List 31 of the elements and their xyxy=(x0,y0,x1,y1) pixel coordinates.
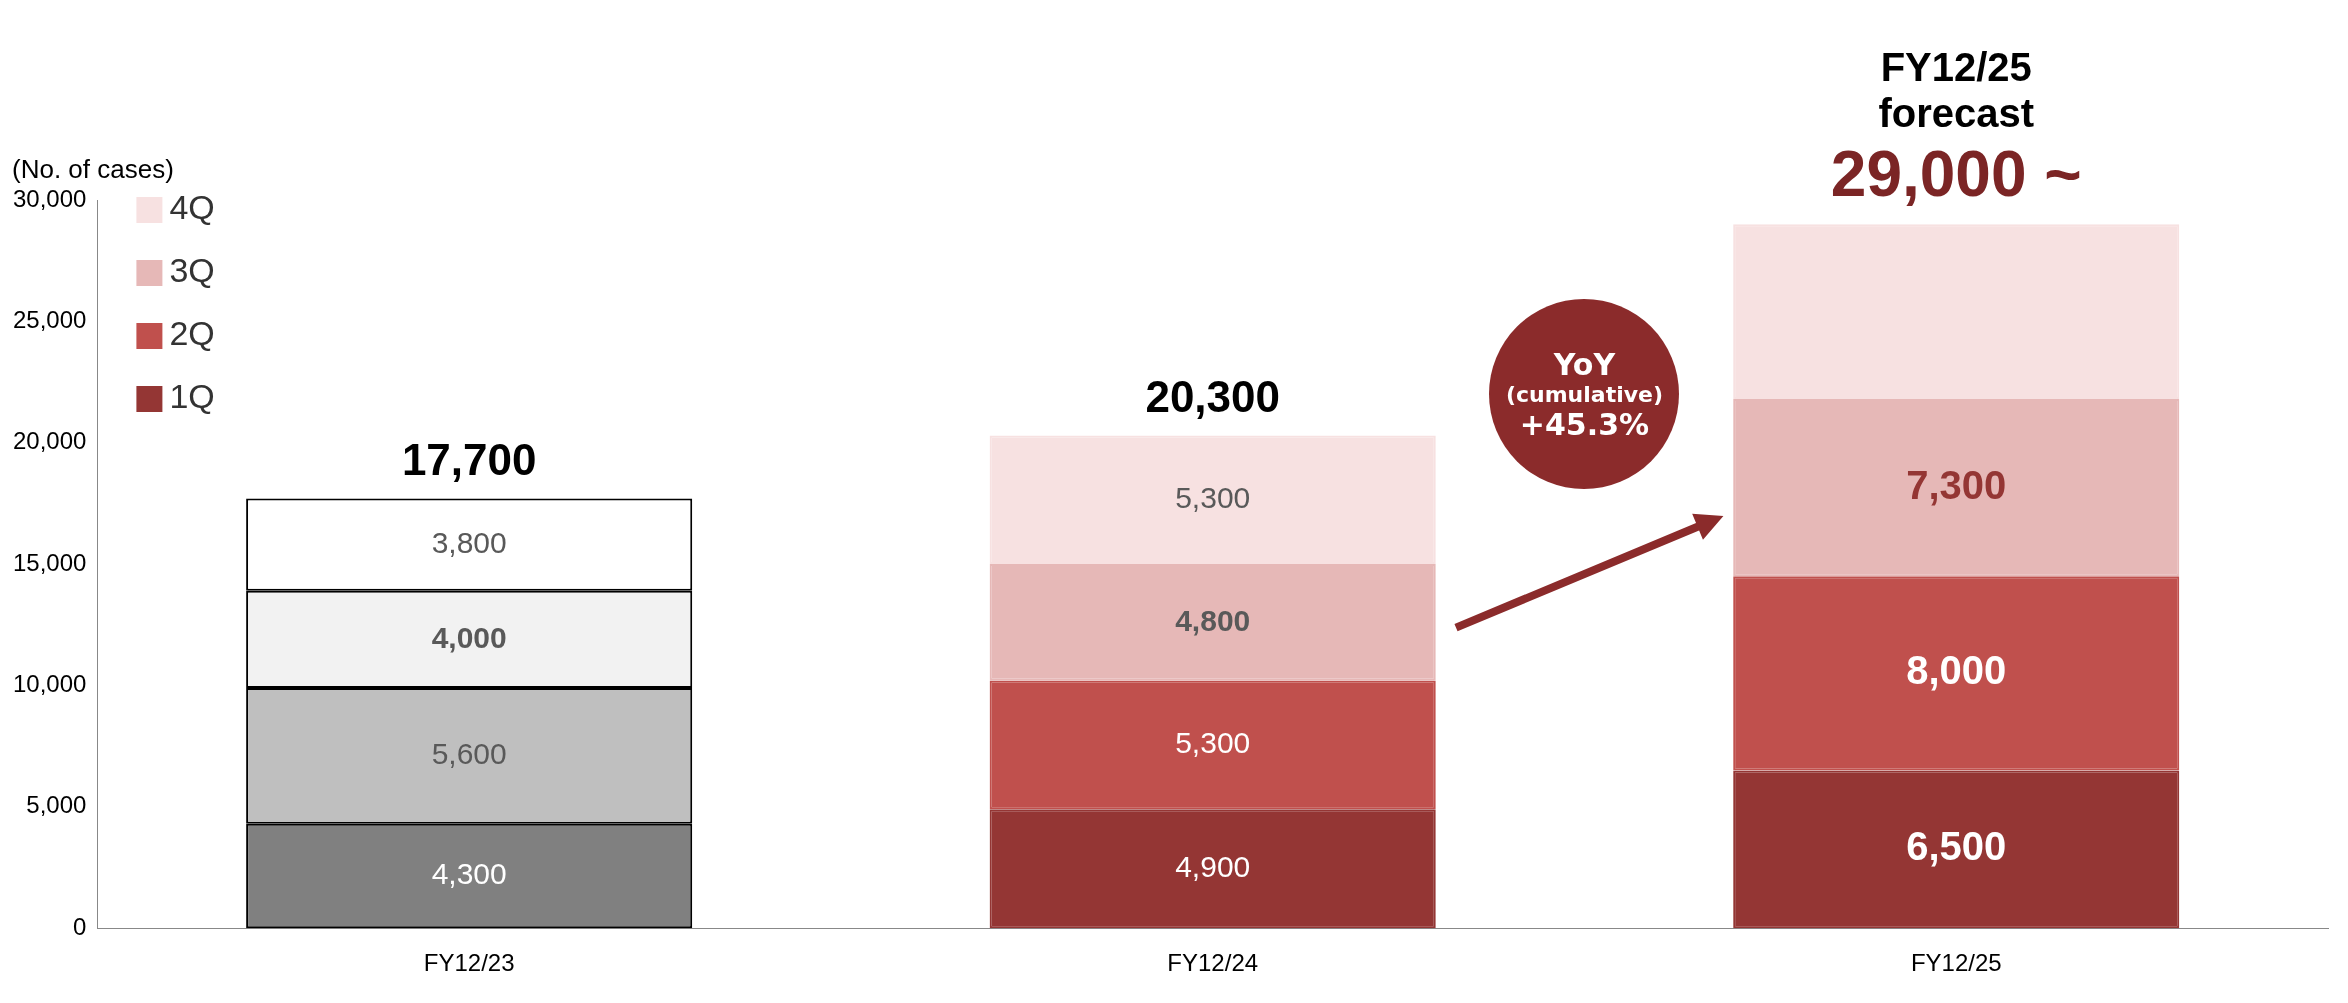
legend-label: 1Q xyxy=(169,377,215,416)
data-label: 4,800 xyxy=(1175,603,1251,637)
x-tick-label: FY12/23 xyxy=(423,949,515,977)
legend-label: 3Q xyxy=(169,251,215,290)
data-label: 5,300 xyxy=(1175,726,1251,760)
y-axis-title: (No. of cases) xyxy=(12,154,174,185)
data-label: 4,900 xyxy=(1175,850,1251,883)
legend-label: 4Q xyxy=(169,188,215,227)
data-label: 8,000 xyxy=(1906,648,2007,693)
total-label: 17,700 xyxy=(401,434,537,484)
y-tick-label: 20,000 xyxy=(13,427,87,455)
annotation: YoY (cumulative) +45.3% xyxy=(1505,346,1664,442)
y-tick-label: 15,000 xyxy=(13,548,87,576)
total-label: 20,300 xyxy=(1145,371,1280,421)
data-label: 6,500 xyxy=(1906,824,2007,869)
x-tick-label: FY12/25 xyxy=(1910,949,2002,977)
data-label: 5,600 xyxy=(431,737,507,771)
y-tick-label: 30,000 xyxy=(13,184,87,212)
y-tick-label: 5,000 xyxy=(26,791,87,819)
data-label: 4,000 xyxy=(431,620,507,654)
y-tick-label: 25,000 xyxy=(13,305,87,333)
data-label: 7,300 xyxy=(1906,462,2007,507)
legend-label: 2Q xyxy=(169,314,215,353)
y-tick-label: 10,000 xyxy=(13,670,87,698)
data-label: 3,800 xyxy=(431,525,507,559)
y-tick-label: 0 xyxy=(73,912,87,940)
data-label: 4,300 xyxy=(431,857,507,891)
data-label: 5,300 xyxy=(1175,481,1251,515)
x-tick-label: FY12/24 xyxy=(1167,949,1259,977)
total-label: 29,000 ~ xyxy=(1830,137,2082,210)
annotation: FY12/25 forecast xyxy=(1877,44,2036,137)
